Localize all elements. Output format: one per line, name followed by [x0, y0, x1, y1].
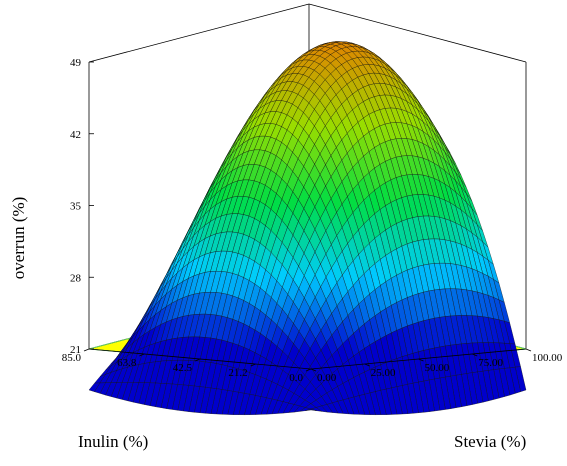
inulin-tick-mark — [305, 368, 312, 372]
z-tick-label: 28 — [70, 272, 82, 284]
stevia-tick-mark — [310, 368, 317, 372]
inulin-axis-label: Inulin (%) — [78, 432, 148, 451]
stevia-tick-mark — [364, 363, 370, 367]
z-tick-label: 35 — [70, 201, 82, 213]
surface-cell — [305, 408, 317, 411]
stevia-tick-mark — [472, 353, 478, 357]
inulin-tick-mark — [250, 363, 256, 367]
stevia-tick-label: 75.00 — [478, 357, 503, 369]
inulin-tick-label: 42.5 — [173, 362, 193, 374]
axis-ticks: 21 28 35 42 49 0.0 21.2 42.5 63.8 85.0 0.00 25.00 50… — [62, 57, 563, 384]
inulin-tick-label: 63.8 — [117, 357, 137, 369]
stevia-tick-mark — [525, 348, 532, 352]
inulin-tick-label: 85.0 — [62, 352, 82, 364]
z-tick-label: 21 — [70, 344, 81, 356]
frame-edge — [88, 3, 310, 63]
stevia-tick-label: 25.00 — [371, 367, 396, 379]
stevia-tick-label: 0.00 — [317, 372, 337, 384]
z-tick-label: 42 — [70, 129, 81, 141]
inulin-tick-mark — [194, 358, 201, 362]
inulin-tick-mark — [83, 348, 90, 352]
inulin-tick-label: 21.2 — [228, 367, 247, 379]
response-surface — [88, 41, 527, 415]
stevia-axis-label: Stevia (%) — [454, 432, 526, 451]
stevia-tick-label: 100.00 — [532, 352, 563, 364]
frame-edge — [308, 3, 527, 63]
inulin-tick-label: 0.0 — [289, 372, 303, 384]
z-axis-label: overrun (%) — [9, 197, 28, 280]
inulin-tick-mark — [139, 353, 145, 357]
stevia-tick-label: 50.00 — [425, 362, 450, 374]
stevia-tick-mark — [418, 358, 424, 362]
z-tick-label: 49 — [70, 57, 82, 69]
